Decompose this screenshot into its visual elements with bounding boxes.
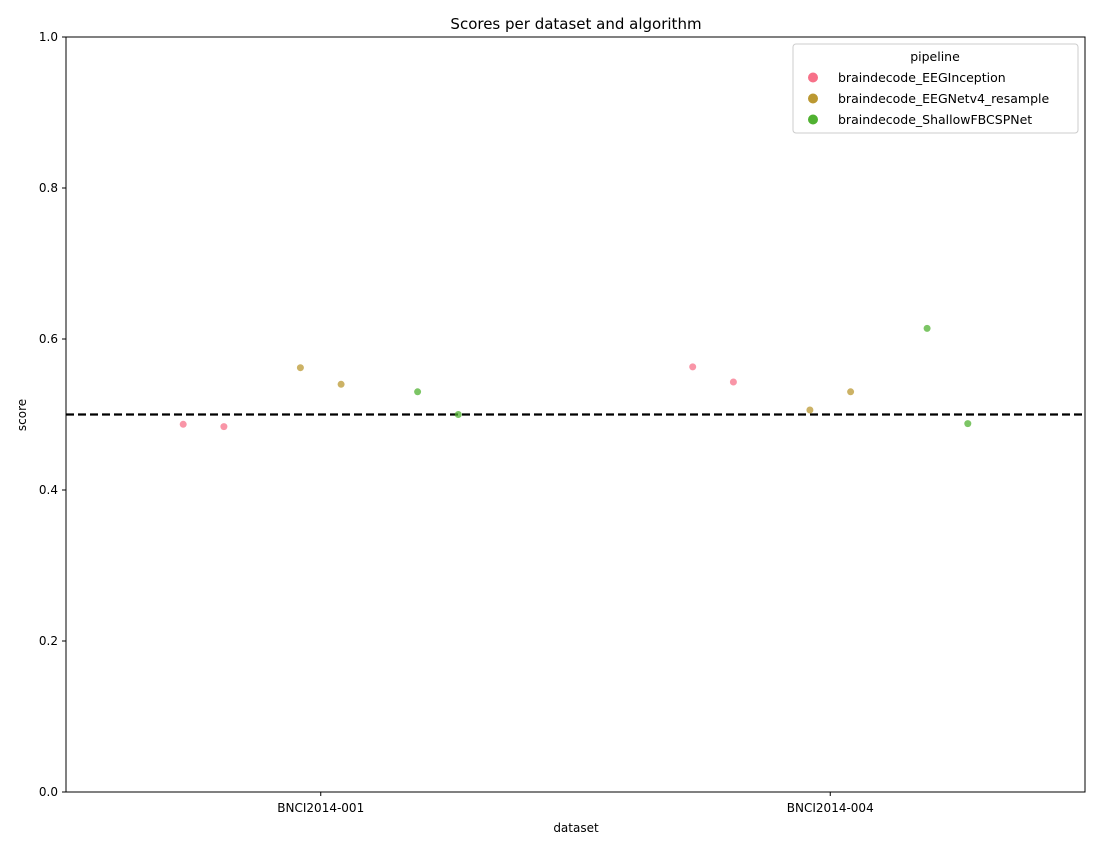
data-point [220,423,228,431]
data-point [847,388,855,396]
data-point [806,406,814,414]
legend: pipeline braindecode_EEGInceptionbrainde… [792,43,1079,134]
x-tick-label: BNCI2014-004 [787,801,874,815]
y-tick-label: 0.2 [39,634,58,648]
legend-marker [808,114,818,125]
y-tick-label: 0.4 [39,483,58,497]
legend-title: pipeline [910,49,960,64]
x-axis-title: dataset [553,821,599,835]
data-point [454,411,462,418]
x-tick-label: BNCI2014-001 [277,801,364,815]
data-point [296,364,304,372]
data-point [964,420,972,428]
legend-marker [808,93,818,104]
y-tick-label: 0.8 [39,181,58,195]
legend-label: braindecode_ShallowFBCSPNet [838,112,1032,127]
legend-label: braindecode_EEGNetv4_resample [838,91,1049,106]
y-tick-label: 1.0 [39,30,58,44]
plot-frame [65,36,1086,793]
chart-title: Scores per dataset and algorithm [450,15,701,33]
data-point [729,378,737,386]
data-point [179,420,187,428]
plot-marks [66,324,1085,431]
data-point [414,388,422,396]
legend-marker [808,72,818,83]
y-axis: 0.0 0.2 0.4 0.6 0.8 1.0 [39,30,66,799]
legend-label: braindecode_EEGInception [838,70,1006,85]
y-tick-label: 0.0 [39,785,58,799]
legend-box [792,43,1079,134]
data-point [923,324,931,332]
y-tick-label: 0.6 [39,332,58,346]
data-point [689,363,697,371]
x-axis: BNCI2014-001 BNCI2014-004 [277,792,874,815]
y-axis-title: score [15,399,29,431]
data-point [337,380,345,388]
